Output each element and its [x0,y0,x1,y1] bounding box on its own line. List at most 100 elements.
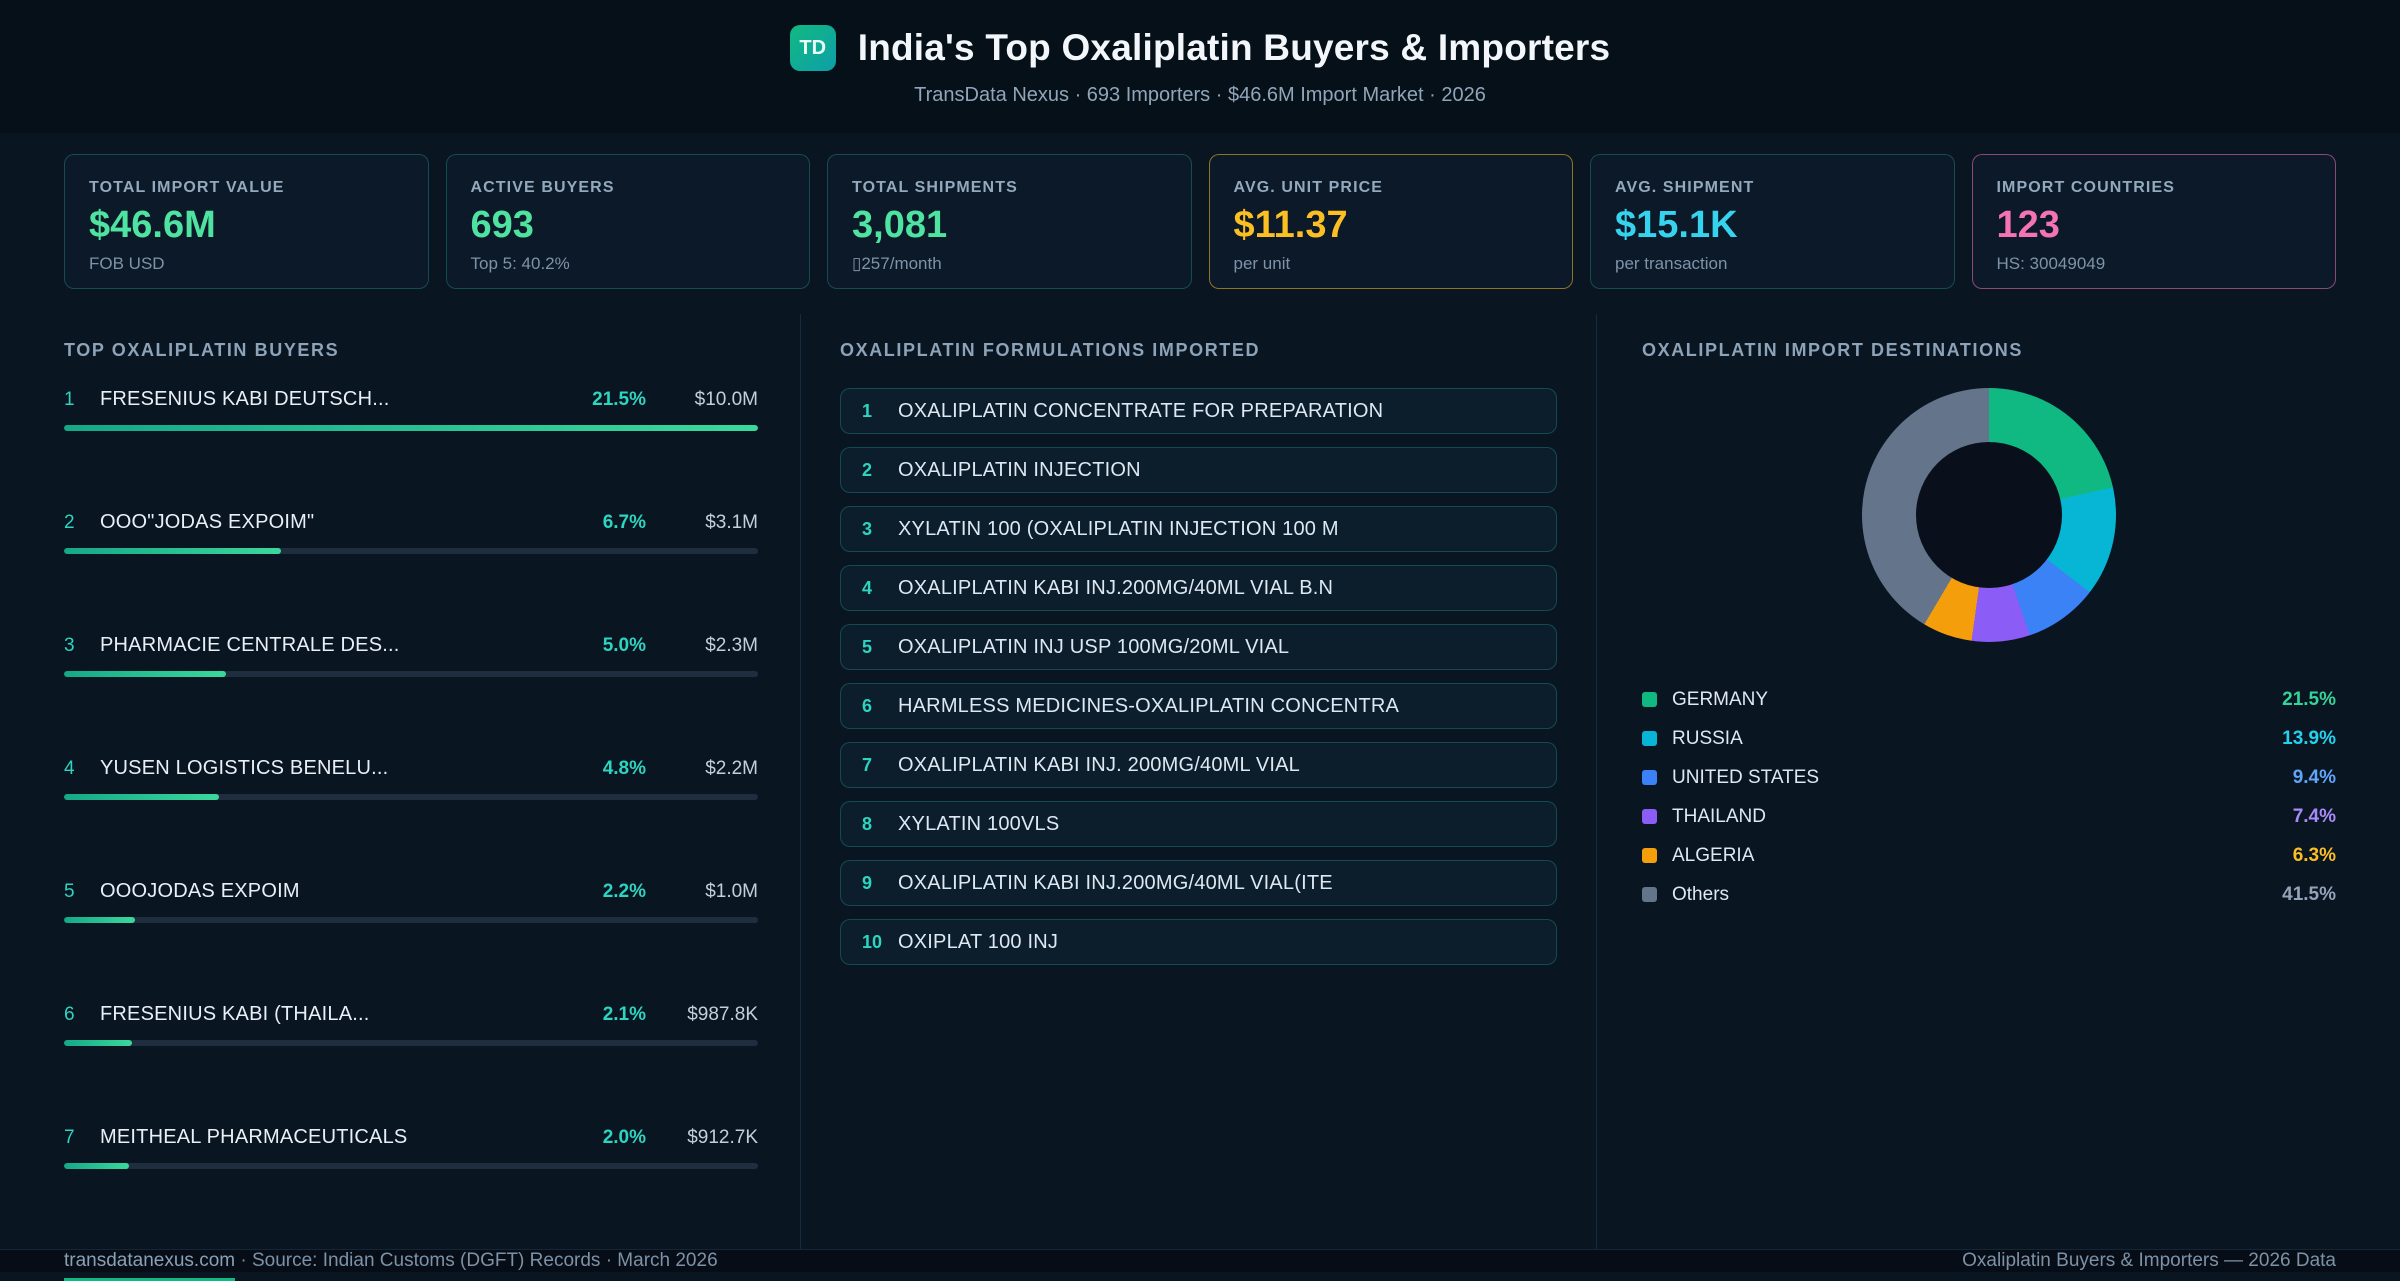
stat-sub: Top 5: 40.2% [470,254,570,273]
buyer-rank: 1 [64,389,75,410]
donut-wrap [1642,388,2336,642]
stat-label: TOTAL IMPORT VALUE [89,179,285,196]
stat-card: IMPORT COUNTRIES 123 HS: 30049049 [1971,154,2336,289]
stat-label: ACTIVE BUYERS [470,179,615,196]
formulation-item: 3 XYLATIN 100 (OXALIPLATIN INJECTION 100 … [840,506,1557,552]
legend-item: RUSSIA 13.9% [1642,719,2336,758]
stat-card: AVG. UNIT PRICE $11.37 per unit [1208,154,1573,289]
footer-left: transdatanexus.com · Source: Indian Cust… [64,1250,718,1281]
buyer-progress-track [64,794,758,800]
buyer-progress-track [64,1163,758,1169]
formulation-rank: 2 [862,459,873,480]
buyer-row: 7 MEITHEAL PHARMACEUTICALS 2.0% $912.7K [64,1126,758,1169]
formulation-item: 9 OXALIPLATIN KABI INJ.200MG/40ML VIAL(IT… [840,860,1557,906]
formulation-name: XYLATIN 100 (OXALIPLATIN INJECTION 100 M [898,517,1339,540]
stat-card: AVG. SHIPMENT $15.1K per transaction [1590,154,1955,289]
formulation-name: OXALIPLATIN INJECTION [898,458,1141,481]
destinations-panel: OXALIPLATIN IMPORT DESTINATIONS GERMANY 2… [1596,314,2400,1249]
buyer-line: 2 OOO"JODAS EXPOIM" 6.7% $3.1M [64,511,758,534]
formulations-panel: OXALIPLATIN FORMULATIONS IMPORTED 1 OXALI… [800,314,1596,1249]
legend-label: RUSSIA [1672,727,1743,749]
formulation-name: OXALIPLATIN KABI INJ.200MG/40ML VIAL(ITE [898,871,1333,894]
buyer-line: 6 FRESENIUS KABI (THAILA... 2.1% $987.8K [64,1003,758,1026]
stat-sub: FOB USD [89,254,165,273]
formulation-rank: 8 [862,813,873,834]
formulation-rank: 7 [862,754,873,775]
buyer-name: OOO"JODAS EXPOIM" [100,511,315,533]
buyer-line: 4 YUSEN LOGISTICS BENELU... 4.8% $2.2M [64,757,758,780]
page-subtitle: TransData Nexus · 693 Importers · $46.6M… [914,84,1486,106]
buyer-pct: 4.8% [602,758,646,779]
legend-item: ALGERIA 6.3% [1642,836,2336,875]
stat-value: $46.6M [89,204,216,246]
buyer-row: 3 PHARMACIE CENTRALE DES... 5.0% $2.3M [64,634,758,677]
formulation-item: 1 OXALIPLATIN CONCENTRATE FOR PREPARATION [840,388,1557,434]
legend-value: 21.5% [2282,688,2336,710]
legend-value: 7.4% [2292,805,2336,827]
legend-label: ALGERIA [1672,844,1755,866]
page-title: India's Top Oxaliplatin Buyers & Importe… [857,27,1611,68]
footer-right: Oxaliplatin Buyers & Importers — 2026 Da… [1962,1250,2336,1271]
buyer-name: MEITHEAL PHARMACEUTICALS [100,1126,408,1148]
legend-item: UNITED STATES 9.4% [1642,758,2336,797]
buyer-pct: 2.2% [602,881,646,902]
stat-value: 123 [1996,204,2060,246]
destinations-title: OXALIPLATIN IMPORT DESTINATIONS [1642,340,2023,360]
buyer-amount: $987.8K [687,1004,758,1025]
buyer-name: PHARMACIE CENTRALE DES... [100,634,400,656]
title-row: TD India's Top Oxaliplatin Buyers & Impo… [0,25,2400,71]
buyer-name: OOOJODAS EXPOIM [100,880,300,902]
buyer-pct: 5.0% [602,635,646,656]
brand-badge: TD [789,25,836,71]
buyer-amount: $2.3M [705,635,758,656]
stat-card: TOTAL IMPORT VALUE $46.6M FOB USD [64,154,429,289]
buyer-rank: 7 [64,1127,75,1148]
buyer-rank: 6 [64,1004,75,1025]
buyer-name: FRESENIUS KABI DEUTSCH... [100,388,390,410]
legend-item: GERMANY 21.5% [1642,680,2336,719]
buyer-row: 5 OOOJODAS EXPOIM 2.2% $1.0M [64,880,758,923]
formulation-item: 2 OXALIPLATIN INJECTION [840,447,1557,493]
buyer-progress-fill [64,794,219,800]
buyer-pct: 2.1% [602,1004,646,1025]
stat-card: TOTAL SHIPMENTS 3,081 ▯257/month [827,154,1192,289]
stat-value: $15.1K [1615,204,1738,246]
stat-value: 3,081 [852,204,948,246]
buyer-progress-fill [64,917,135,923]
formulations-list: 1 OXALIPLATIN CONCENTRATE FOR PREPARATION… [840,388,1557,965]
legend-value: 6.3% [2292,844,2336,866]
buyer-progress-fill [64,1163,129,1169]
stat-label: AVG. SHIPMENT [1615,179,1755,196]
buyers-panel: TOP OXALIPLATIN BUYERS 1 FRESENIUS KABI D… [0,314,800,1249]
buyer-progress-fill [64,671,226,677]
stat-sub: ▯257/month [852,254,942,273]
buyer-pct: 6.7% [602,512,646,533]
legend-label: GERMANY [1672,688,1769,710]
legend-swatch [1642,731,1657,746]
footer-site-link[interactable]: transdatanexus.com [64,1250,236,1281]
buyer-rank: 2 [64,512,75,533]
buyers-list: 1 FRESENIUS KABI DEUTSCH... 21.5% $10.0M 2 OO… [64,388,758,1169]
buyer-amount: $912.7K [687,1127,758,1148]
legend-value: 41.5% [2282,883,2336,905]
buyers-title: TOP OXALIPLATIN BUYERS [64,340,340,360]
stat-value: 693 [470,204,534,246]
footer-source-text: · Source: Indian Customs (DGFT) Records … [235,1250,718,1271]
buyer-progress-track [64,548,758,554]
buyer-progress-track [64,425,758,431]
legend-swatch [1642,809,1657,824]
formulation-rank: 4 [862,577,873,598]
buyer-progress-track [64,1040,758,1046]
legend-label: THAILAND [1672,805,1766,827]
buyer-progress-fill [64,1040,132,1046]
formulation-name: HARMLESS MEDICINES-OXALIPLATIN CONCENTRA [898,694,1400,717]
footer: transdatanexus.com · Source: Indian Cust… [0,1249,2400,1281]
donut-chart [1862,388,2116,642]
buyer-name: YUSEN LOGISTICS BENELU... [100,757,389,779]
formulation-rank: 9 [862,872,873,893]
buyer-pct: 2.0% [602,1127,646,1148]
formulation-item: 7 OXALIPLATIN KABI INJ. 200MG/40ML VIAL [840,742,1557,788]
formulation-item: 4 OXALIPLATIN KABI INJ.200MG/40ML VIAL B.… [840,565,1557,611]
buyer-progress-track [64,671,758,677]
destinations-legend: GERMANY 21.5% RUSSIA 13.9% UNITED STATES 9.4%… [1642,680,2336,914]
